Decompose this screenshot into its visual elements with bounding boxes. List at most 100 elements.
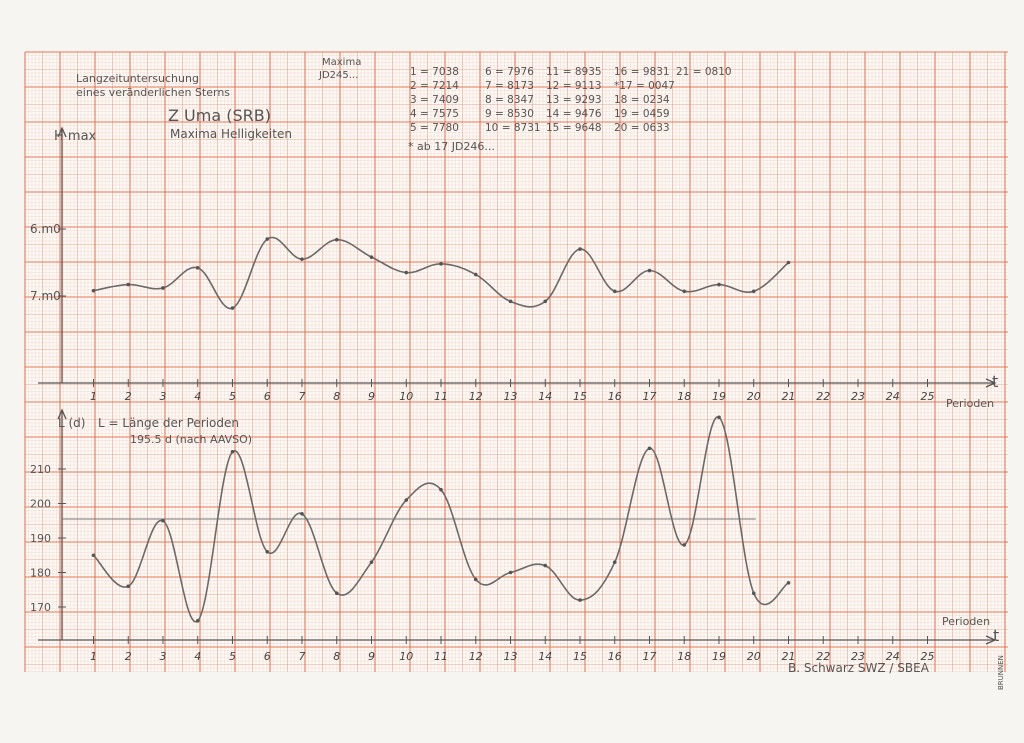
y-ticks: 6.m0 7.m0 [30, 222, 66, 303]
jd-note: * ab 17 JD246... [408, 140, 495, 153]
x-tick-label: 8 [333, 650, 340, 663]
x-tick-label: 11 [434, 390, 448, 403]
data-point [91, 288, 96, 293]
data-point [230, 306, 235, 310]
data-point [369, 560, 374, 564]
data-point [161, 286, 165, 290]
t-axis-letter: t [993, 626, 999, 645]
maxima-entry: 9 = 8530 [485, 108, 534, 120]
x-tick-label: 25 [921, 390, 935, 403]
x-tick-label: 7 [299, 390, 306, 403]
data-point [751, 591, 756, 595]
maxima-list: 1 = 7038 2 = 7214 3 = 7409 4 = 7575 5 = 7780… [410, 66, 732, 134]
x-tick-label: 13 [504, 650, 518, 663]
y-axis-label: H max [54, 129, 97, 144]
y-tick-label: 170 [30, 601, 51, 614]
x-tick-label: 8 [333, 390, 340, 403]
y-axis-arrow [57, 126, 67, 138]
x-tick-label: 4 [194, 650, 201, 663]
study-line2: eines veränderlichen Sterns [76, 86, 230, 99]
maxima-entry: *17 = 0047 [614, 80, 675, 92]
x-tick-label: 10 [399, 650, 413, 663]
maxima-entry: 15 = 9648 [546, 122, 602, 134]
maxima-entry: 4 = 7575 [410, 108, 459, 120]
x-tick-label: 7 [299, 650, 306, 663]
x-tick-label: 14 [538, 390, 552, 403]
x-tick-label: 9 [368, 650, 375, 663]
data-point [473, 272, 478, 277]
chart-maxima-brightness: 1 2 3 4 5 6 7 8 9 10 11 12 13 14 15 16 17 18 19 20 21 22 23 24 2… [30, 126, 998, 410]
maxima-label: Maxima [322, 57, 361, 68]
maxima-entry: 8 = 8347 [485, 94, 534, 106]
maxima-entry: 11 = 8935 [546, 66, 602, 78]
maxima-entry: 7 = 8173 [485, 80, 534, 92]
data-point [334, 237, 339, 242]
x-tick-label: 21 [782, 390, 796, 403]
data-point [612, 560, 617, 564]
data-point [786, 581, 791, 585]
study-line1: Langzeituntersuchung [76, 72, 199, 85]
data-point [91, 553, 96, 558]
x-tick-label: 12 [469, 390, 483, 403]
x-tick-label: 18 [677, 390, 691, 403]
legend-text: L = Länge der Perioden [98, 416, 239, 430]
x-tick-label: 24 [886, 390, 900, 403]
y-tick-label: 210 [30, 463, 51, 476]
x-tick-label: 1 [90, 650, 97, 663]
paper-brand: BRUNNEN [997, 655, 1005, 690]
maxima-entry: 12 = 9113 [546, 80, 602, 92]
maxima-entry: 2 = 7214 [410, 80, 459, 92]
x-tick-label: 4 [194, 390, 201, 403]
data-point [230, 449, 235, 454]
subtitle: Maxima Helligkeiten [170, 127, 292, 141]
data-point [300, 512, 304, 516]
data-point [265, 237, 270, 241]
y-tick-label: 190 [30, 532, 51, 545]
x-axis-label: t [992, 372, 998, 391]
data-point [473, 577, 478, 582]
x-tick-label: 2 [125, 390, 132, 403]
data-point [647, 446, 652, 451]
data-point [508, 570, 513, 575]
x-tick-label: 16 [608, 650, 622, 663]
y-tick-label: 6.m0 [30, 222, 61, 236]
x-tick-label: 17 [643, 650, 657, 663]
x-tick-label: 20 [747, 650, 761, 663]
x-tick-label: 19 [712, 390, 726, 403]
data-point [265, 550, 270, 554]
x-tick-label: 22 [816, 390, 830, 403]
jd-prefix: JD245... [318, 70, 358, 81]
y-tick-label: 7.m0 [30, 289, 61, 303]
chart-period-length: 1 2 3 4 5 6 7 8 9 10 11 12 13 14 15 16 17 18 19 20 21 22 23 24 2… [30, 408, 999, 663]
x-axis-label: Perioden [942, 615, 990, 628]
x-tick-label: 18 [677, 650, 691, 663]
x-tick-label: 1 [90, 390, 97, 403]
grid-area [25, 52, 1008, 672]
series-points [91, 415, 791, 623]
x-tick-label: 22 [816, 650, 830, 663]
data-point [682, 543, 687, 547]
x-axis-arrow [985, 635, 997, 645]
y-axis-arrow [57, 408, 67, 420]
maxima-entry: 13 = 9293 [546, 94, 602, 106]
x-tick-label: 25 [921, 650, 935, 663]
x-tick-label: 3 [160, 390, 167, 403]
maxima-entry: 21 = 0810 [676, 66, 732, 78]
x-tick-label: 11 [434, 650, 448, 663]
data-point [786, 260, 791, 265]
x-tick-label: 2 [125, 650, 132, 663]
x-tick-label: 15 [573, 390, 587, 403]
x-tick-label: 5 [229, 650, 236, 663]
maxima-entry: 18 = 0234 [614, 94, 670, 106]
star-name: Z Uma (SRB) [168, 106, 271, 125]
data-point [369, 255, 374, 259]
y-axis-label: L (d) [58, 416, 85, 430]
x-tick-label: 6 [264, 650, 271, 663]
data-point [404, 270, 409, 275]
maxima-entry: 19 = 0459 [614, 108, 670, 120]
x-ticks: 1 2 3 4 5 6 7 8 9 10 11 12 13 14 15 16 17 18 19 20 21 22 23 24 2… [90, 379, 935, 403]
data-point [161, 518, 165, 523]
maxima-entry: 20 = 0633 [614, 122, 670, 134]
x-tick-label: 21 [782, 650, 796, 663]
data-point [543, 299, 548, 304]
